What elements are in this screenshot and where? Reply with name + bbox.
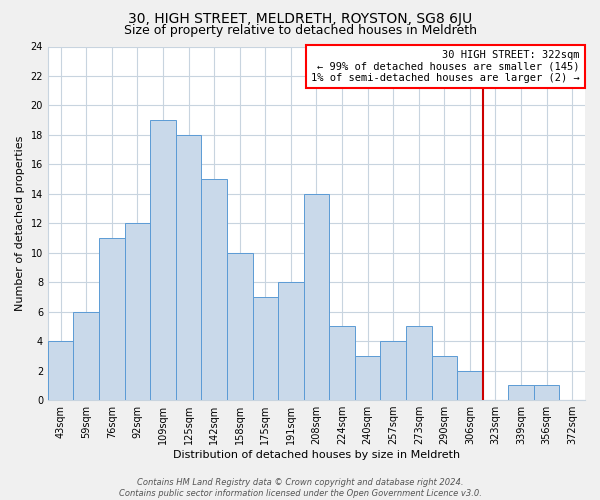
Bar — [457, 370, 482, 400]
Bar — [99, 238, 125, 400]
Bar — [329, 326, 355, 400]
Y-axis label: Number of detached properties: Number of detached properties — [15, 136, 25, 311]
Text: Size of property relative to detached houses in Meldreth: Size of property relative to detached ho… — [124, 24, 476, 37]
Text: Contains HM Land Registry data © Crown copyright and database right 2024.
Contai: Contains HM Land Registry data © Crown c… — [119, 478, 481, 498]
Bar — [176, 135, 202, 400]
Bar — [304, 194, 329, 400]
Bar — [278, 282, 304, 400]
Bar — [202, 179, 227, 400]
Bar — [253, 297, 278, 400]
Text: 30 HIGH STREET: 322sqm
← 99% of detached houses are smaller (145)
1% of semi-det: 30 HIGH STREET: 322sqm ← 99% of detached… — [311, 50, 580, 83]
Bar — [73, 312, 99, 400]
Bar — [380, 341, 406, 400]
Bar — [227, 253, 253, 400]
Bar — [150, 120, 176, 400]
Bar — [406, 326, 431, 400]
Text: 30, HIGH STREET, MELDRETH, ROYSTON, SG8 6JU: 30, HIGH STREET, MELDRETH, ROYSTON, SG8 … — [128, 12, 472, 26]
X-axis label: Distribution of detached houses by size in Meldreth: Distribution of detached houses by size … — [173, 450, 460, 460]
Bar — [508, 386, 534, 400]
Bar — [48, 341, 73, 400]
Bar — [534, 386, 559, 400]
Bar — [431, 356, 457, 400]
Bar — [355, 356, 380, 400]
Bar — [125, 224, 150, 400]
